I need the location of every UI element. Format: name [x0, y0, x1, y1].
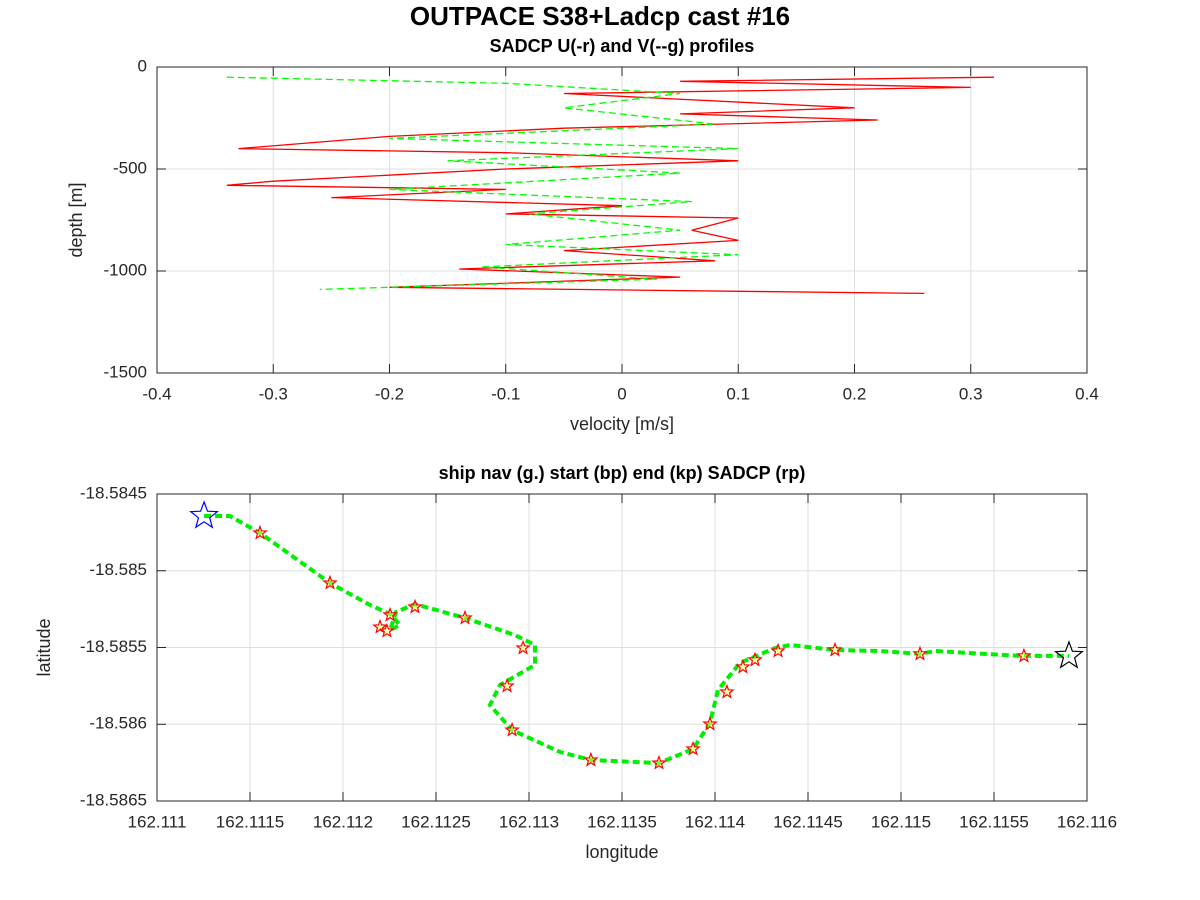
x-axis-label: longitude [585, 842, 658, 862]
star-marker [407, 598, 423, 614]
star-marker [379, 622, 395, 638]
chart-title: ship nav (g.) start (bp) end (kp) SADCP … [439, 463, 806, 483]
star-marker [735, 658, 751, 674]
star-marker [702, 715, 718, 731]
x-tick-label: 162.1155 [959, 812, 1029, 831]
x-tick-label: 162.115 [871, 812, 931, 831]
star-marker [504, 721, 520, 737]
x-tick-label: 162.111 [128, 812, 187, 831]
star-marker [719, 683, 735, 699]
plot-layer [204, 514, 1069, 766]
x-tick-label: 162.1145 [773, 812, 843, 831]
star-marker [382, 606, 398, 622]
line-series [226, 76, 995, 295]
star-marker [457, 609, 473, 625]
star-marker [372, 618, 388, 634]
star-marker [499, 677, 515, 693]
x-tick-label: -0.1 [491, 384, 520, 403]
x-tick-label: 162.116 [1057, 812, 1117, 831]
x-tick-label: 0.4 [1075, 384, 1099, 403]
x-axis-label: velocity [m/s] [570, 414, 674, 434]
axes-box [156, 493, 1088, 802]
star-marker [583, 751, 599, 767]
y-tick-label: -18.586 [89, 714, 147, 733]
star-marker [770, 642, 786, 658]
y-tick-label: -18.585 [89, 560, 147, 579]
plot-layer [226, 76, 995, 295]
axes-box [156, 66, 1088, 374]
star-marker [747, 651, 763, 667]
star-marker [322, 574, 338, 590]
x-tick-label: -0.3 [259, 384, 288, 403]
y-tick-label: -18.5865 [80, 790, 147, 809]
x-tick-label: 0 [617, 384, 626, 403]
line-series [204, 514, 1069, 766]
star-marker [252, 524, 268, 540]
x-tick-label: -0.4 [142, 384, 171, 403]
x-tick-label: 0.2 [843, 384, 867, 403]
x-tick-label: 162.114 [685, 812, 745, 831]
y-tick-label: -500 [113, 158, 147, 177]
x-tick-label: 162.112 [313, 812, 373, 831]
line-series [226, 76, 739, 291]
x-tick-label: 162.1125 [401, 812, 471, 831]
x-tick-label: 162.113 [499, 812, 559, 831]
star-marker [685, 740, 701, 756]
y-tick-label: -1000 [104, 260, 147, 279]
star-marker [515, 639, 531, 655]
y-tick-label: -18.5845 [80, 483, 147, 502]
star-marker [912, 645, 928, 661]
x-tick-label: 0.3 [959, 384, 983, 403]
chart-title: SADCP U(-r) and V(--g) profiles [490, 36, 755, 56]
y-axis-label: depth [m] [66, 182, 86, 257]
star-marker [651, 754, 667, 770]
end-star [189, 500, 220, 529]
end-star [1053, 640, 1084, 669]
y-axis-label: latitude [34, 618, 54, 676]
star-marker [1016, 647, 1032, 663]
x-tick-label: -0.2 [375, 384, 404, 403]
x-tick-label: 0.1 [726, 384, 750, 403]
star-marker [827, 641, 843, 657]
y-tick-label: -1500 [104, 362, 147, 381]
y-tick-label: 0 [138, 56, 147, 75]
x-tick-label: 162.1115 [216, 812, 284, 831]
x-tick-label: 162.1135 [587, 812, 657, 831]
figure-title: OUTPACE S38+Ladcp cast #16 [410, 1, 790, 31]
y-tick-label: -18.5855 [80, 637, 147, 656]
